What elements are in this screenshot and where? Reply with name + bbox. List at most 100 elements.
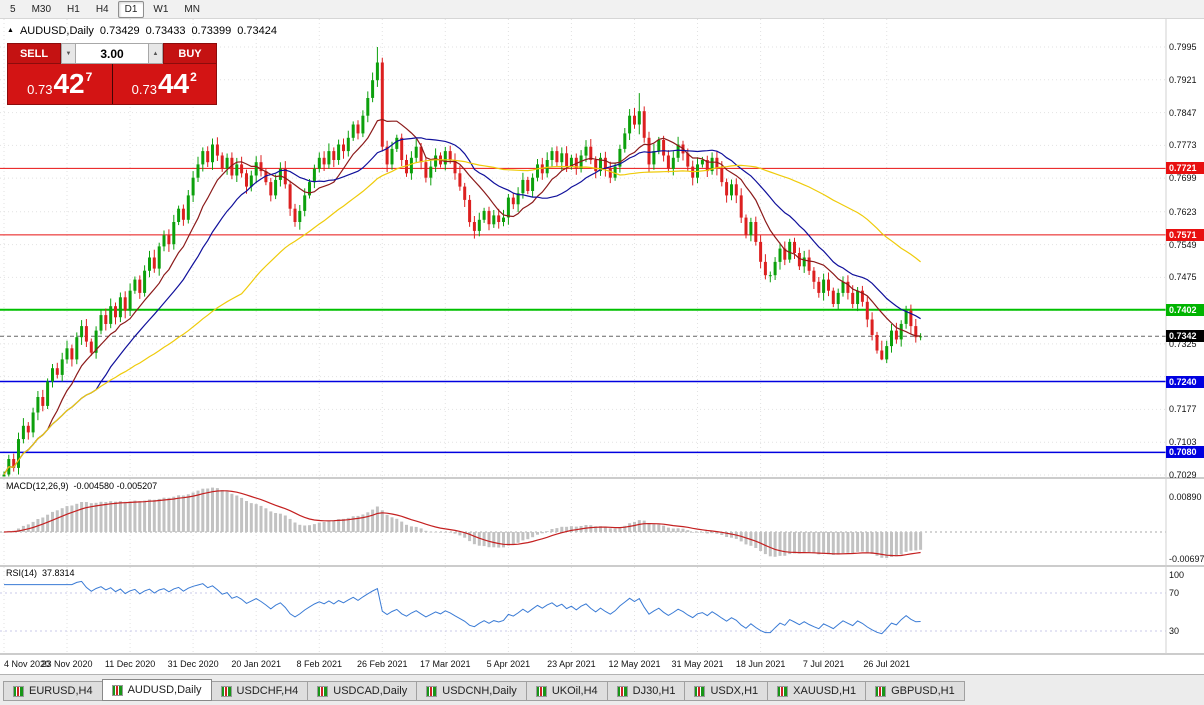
tab-label: USDCAD,Daily (333, 685, 408, 697)
timeframe-toolbar: 5 M30 H1 H4 D1 W1 MN (0, 0, 1204, 19)
date-label: 23 Nov 2020 (41, 659, 93, 669)
rsi-axis-label: 70 (1169, 588, 1180, 598)
lot-size-input[interactable] (76, 43, 148, 64)
chart-tab-usdcnh[interactable]: USDCNH,Daily (416, 681, 527, 701)
price-axis-label: 0.7699 (1169, 173, 1197, 184)
ohlc-low: 0.73399 (191, 25, 232, 37)
chart-tab-ukoil[interactable]: UKOil,H4 (525, 681, 608, 701)
tab-label: EURUSD,H4 (29, 685, 93, 697)
timeframe-button-mn[interactable]: MN (184, 3, 200, 15)
date-label: 11 Dec 2020 (104, 659, 156, 669)
buy-price-main: 44 (157, 68, 190, 99)
tab-label: USDCNH,Daily (442, 685, 517, 697)
macd-label: MACD(12,26,9) -0.004580 -0.005207 (6, 481, 157, 491)
price-badge-0.7571: 0.7571 (1166, 228, 1204, 241)
chart-tab-xauusd[interactable]: XAUUSD,H1 (767, 681, 867, 701)
chart-tab-audusd[interactable]: AUDUSD,Daily (101, 679, 212, 701)
lot-increase-button[interactable]: ▲ (148, 43, 163, 64)
macd-panel-layer (0, 487, 1166, 559)
sell-price-pip: 7 (85, 70, 93, 84)
macd-axis-label: 0.00890 (1169, 492, 1202, 502)
rsi-axis-label: 30 (1169, 626, 1180, 636)
timeframe-button-h4[interactable]: H4 (95, 3, 109, 15)
buy-price-button[interactable]: 0.73 44 2 (112, 64, 216, 104)
date-label: 8 Feb 2021 (296, 659, 343, 669)
ohlc-readout: 0.73429 0.73433 0.73399 0.73424 (100, 25, 277, 37)
chart-icon (317, 685, 329, 697)
chart-tab-eurusd[interactable]: EURUSD,H4 (3, 681, 103, 701)
price-axis-label: 0.7623 (1169, 206, 1197, 217)
rsi-value: 37.8314 (42, 568, 75, 578)
chart-icon (694, 685, 706, 697)
rsi-panel-layer (0, 580, 1166, 635)
chart-tab-gbpusd[interactable]: GBPUSD,H1 (865, 681, 965, 701)
chart-icon (220, 685, 232, 697)
price-badge-0.7721: 0.7721 (1166, 162, 1204, 175)
chart-title: ▲ AUDUSD,Daily 0.73429 0.73433 0.73399 0… (7, 25, 277, 37)
chart-tab-usdcad[interactable]: USDCAD,Daily (307, 681, 418, 701)
date-label: 4 Nov 2020 (4, 659, 51, 669)
timeframe-button-w1[interactable]: W1 (153, 3, 169, 15)
timeframe-button-m30[interactable]: M30 (31, 3, 52, 15)
one-click-trading-panel: SELL ▼ ▲ BUY 0.73 42 7 0.73 44 2 (7, 43, 217, 105)
chart-icon (616, 685, 628, 697)
chart-icon (875, 685, 887, 697)
rsi-label: RSI(14) 37.8314 (6, 568, 75, 578)
chart-tab-dj30[interactable]: DJ30,H1 (606, 681, 686, 701)
date-label: 5 Apr 2021 (486, 659, 531, 669)
tab-label: GBPUSD,H1 (891, 685, 955, 697)
symbol-period-label: AUDUSD,Daily (19, 25, 94, 37)
macd-values: -0.004580 -0.005207 (73, 481, 158, 491)
macd-name: MACD(12,26,9) (6, 481, 69, 491)
chart-tab-usdchf[interactable]: USDCHF,H4 (210, 681, 309, 701)
timeframe-button-d1[interactable]: D1 (117, 0, 145, 18)
tab-label: DJ30,H1 (632, 685, 676, 697)
chart-plot[interactable] (0, 0, 1204, 674)
tab-label: USDX,H1 (710, 685, 759, 697)
date-label: 31 May 2021 (671, 659, 724, 669)
price-badge-0.7402: 0.7402 (1166, 303, 1204, 316)
lot-decrease-button[interactable]: ▼ (61, 43, 76, 64)
ohlc-close: 0.73424 (237, 25, 277, 37)
chart-icon (535, 685, 547, 697)
price-axis-label: 0.7847 (1169, 107, 1197, 118)
tab-label: AUDUSD,Daily (127, 684, 202, 696)
chart-icon (777, 685, 789, 697)
date-label: 26 Feb 2021 (357, 659, 408, 669)
moving-averages-layer (3, 118, 921, 475)
price-axis-label: 0.7029 (1169, 470, 1197, 480)
chart-tab-usdx[interactable]: USDX,H1 (684, 681, 769, 701)
panel-separators (0, 18, 1204, 655)
sell-price-prefix: 0.73 (27, 82, 53, 97)
date-label: 18 Jun 2021 (735, 659, 786, 669)
chart-icon (426, 685, 438, 697)
buy-button[interactable]: BUY (163, 43, 217, 64)
tab-label: UKOil,H4 (551, 685, 598, 697)
sell-button[interactable]: SELL (7, 43, 61, 64)
date-label: 31 Dec 2020 (167, 659, 219, 669)
price-axis-label: 0.7103 (1169, 437, 1197, 448)
timeframe-button-h1[interactable]: H1 (67, 3, 80, 15)
date-label: 26 Jul 2021 (863, 659, 910, 669)
tab-label: XAUUSD,H1 (793, 685, 857, 697)
timeframe-button-5[interactable]: 5 (10, 3, 16, 15)
price-axis-label: 0.7773 (1169, 140, 1197, 151)
ohlc-high: 0.73433 (145, 25, 186, 37)
price-axis-label: 0.7549 (1169, 239, 1197, 250)
chart-icon (111, 684, 123, 696)
rsi-name: RSI(14) (6, 568, 38, 578)
price-axis-label: 0.7995 (1169, 42, 1197, 52)
ohlc-open: 0.73429 (99, 25, 140, 37)
date-label: 12 May 2021 (608, 659, 661, 669)
chart-icon (13, 685, 24, 697)
candles-layer (2, 47, 923, 477)
date-label: 23 Apr 2021 (547, 659, 596, 669)
price-axis-label: 0.7177 (1169, 404, 1197, 415)
sell-price-button[interactable]: 0.73 42 7 (8, 64, 112, 104)
price-badge-0.7342: 0.7342 (1166, 330, 1204, 343)
one-click-toggle-icon[interactable]: ▲ (7, 27, 14, 34)
date-label: 20 Jan 2021 (231, 659, 281, 669)
buy-price-prefix: 0.73 (131, 82, 157, 97)
macd-axis-label: -0.00697 (1169, 554, 1204, 564)
